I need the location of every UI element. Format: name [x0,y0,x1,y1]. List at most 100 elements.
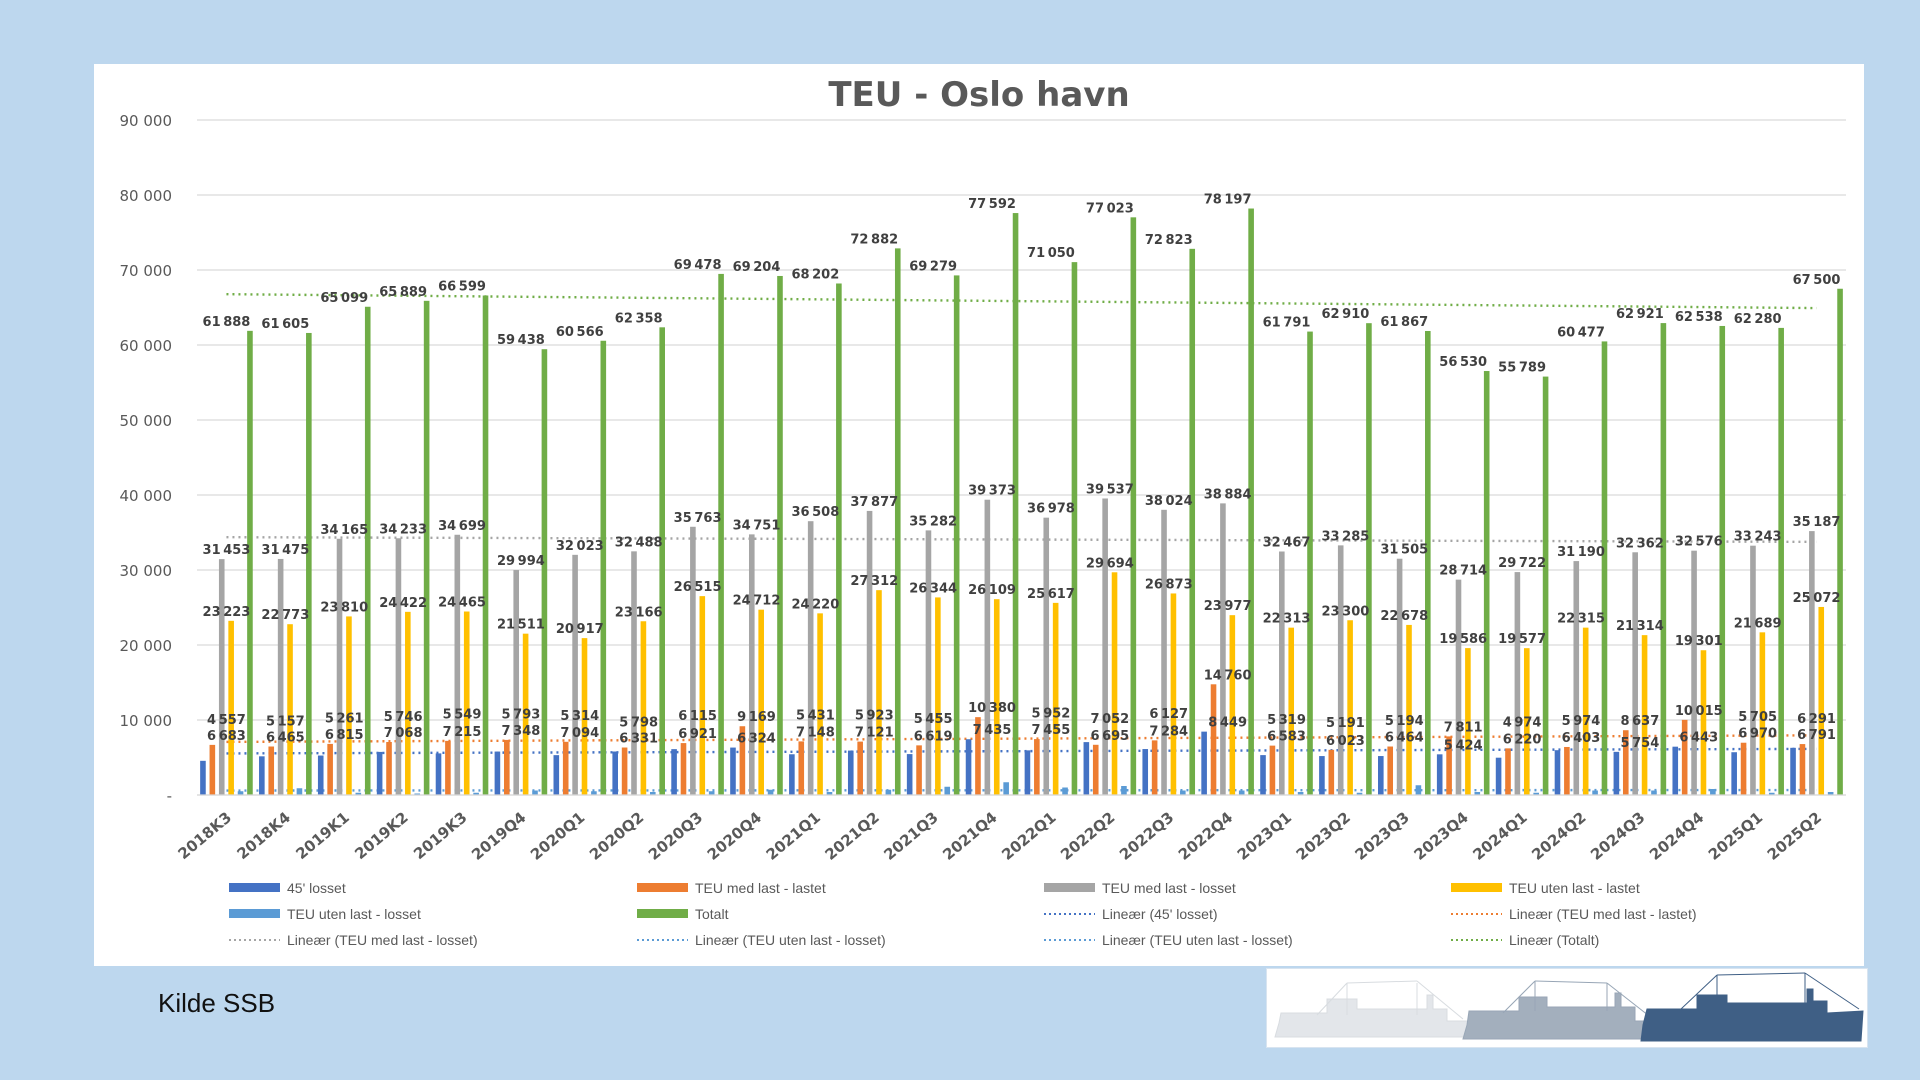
data-label: 9 169 [737,710,776,725]
data-label: 77 592 [968,197,1016,212]
data-label: 62 910 [1321,307,1369,322]
bar-teu-uten-last-losset [1827,792,1834,795]
data-label: 28 714 [1439,564,1487,579]
data-label: 35 763 [674,511,722,526]
bar-teu-med-last-losset [1043,517,1050,795]
data-label: 65 099 [320,291,368,306]
y-tick-label: 70 000 [120,262,173,280]
data-label: 7 094 [560,726,599,741]
data-label: 5 754 [1620,736,1659,751]
bar-45-losset [1790,747,1796,795]
legend-label: TEU med last - lastet [695,880,826,896]
x-tick-label: 2021Q1 [763,808,824,864]
legend-swatch [637,909,688,918]
data-label: 24 465 [438,596,486,611]
data-label: 5 793 [502,708,541,723]
data-label: 19 301 [1675,634,1723,649]
bar-totalt [423,300,430,795]
x-tick-label: 2018K3 [175,808,235,863]
legend-swatch [1044,883,1095,892]
bar-teu-uten-last-losset [708,791,715,795]
bar-45-losset [1083,742,1090,795]
bar-teu-med-last-losset [1396,558,1403,795]
bar-45-losset [1201,731,1207,795]
bar-totalt [1542,376,1549,795]
bar-45-losset [730,747,736,795]
bar-teu-med-last-losset [1691,550,1697,795]
bar-totalt [777,275,783,796]
bar-teu-med-last-losset [513,570,520,795]
x-tick-label: 2023Q3 [1352,808,1413,864]
x-tick-label: 2020Q2 [586,808,647,864]
y-tick-label: 90 000 [120,112,173,130]
data-label: 6 464 [1385,731,1424,746]
x-tick-label: 2023Q4 [1410,808,1471,864]
bar-teu-uten-last-lastet [1406,624,1412,795]
bar-teu-med-last-losset [748,534,755,795]
bar-teu-med-last-lastet [1799,744,1806,795]
bar-45-losset [847,750,854,795]
legend-swatch [637,883,688,892]
data-label: 59 438 [497,333,545,348]
data-label: 6 403 [1562,731,1601,746]
bar-teu-med-last-lastet [975,717,981,795]
data-label: 5 261 [325,712,364,727]
data-label: 24 422 [379,596,427,611]
x-tick-label: 2020Q3 [645,808,706,864]
data-label: 55 789 [1498,361,1546,376]
bar-teu-uten-last-losset [473,792,479,795]
bar-teu-uten-last-losset [1180,790,1186,795]
bar-teu-uten-last-lastet [640,621,647,795]
bar-teu-uten-last-lastet [758,609,764,795]
bar-teu-uten-last-lastet [1700,650,1707,795]
x-tick-label: 2025Q1 [1705,808,1766,864]
data-label: 34 699 [438,519,486,534]
chart-panel: TEU - Oslo havn - 10 000 20 000 30 000 40 00… [94,64,1864,966]
bar-totalt [1719,325,1726,795]
bar-totalt [1130,217,1137,795]
data-label: 6 291 [1797,712,1836,727]
bar-teu-uten-last-losset [1710,789,1716,795]
bar-45-losset [1260,755,1266,795]
data-label: 29 694 [1086,556,1134,571]
bar-teu-med-last-lastet [857,741,863,795]
bar-teu-uten-last-lastet [287,624,293,795]
data-label: 7 348 [502,724,541,739]
bar-teu-med-last-losset [690,526,696,795]
y-tick-label: 50 000 [120,412,173,430]
bar-teu-uten-last-losset [296,788,303,795]
bar-totalt [1189,248,1196,795]
source-note: Kilde SSB [158,988,276,1018]
bar-teu-med-last-lastet [1269,745,1276,795]
data-label: 23 166 [615,605,663,620]
legend-label: TEU uten last - losset [287,906,421,922]
x-tick-label: 2022Q2 [1057,808,1118,864]
bar-teu-med-last-losset [277,558,284,795]
bar-teu-med-last-lastet [1387,746,1394,795]
data-label: 22 773 [261,608,309,623]
bar-totalt [1778,327,1784,795]
data-label: 7 435 [973,723,1012,738]
data-label: 78 197 [1204,193,1252,208]
trendline [226,734,1817,744]
data-label: 72 823 [1145,233,1193,248]
data-label: 29 994 [497,554,545,569]
bar-teu-med-last-losset [1161,509,1167,795]
data-label: 34 165 [320,523,368,538]
data-label: 6 619 [914,729,953,744]
y-tick-label: 40 000 [120,487,173,505]
bar-45-losset [376,751,383,795]
legend-label: 45' losset [287,880,346,896]
data-label: 60 477 [1557,325,1605,340]
data-label: 26 873 [1145,577,1193,592]
data-label: 68 202 [791,267,839,282]
x-tick-label: 2024Q2 [1528,808,1589,864]
data-label: 36 978 [1027,502,1075,517]
bar-teu-uten-last-lastet [228,620,234,795]
data-label: 5 952 [1032,706,1071,721]
bar-45-losset [789,754,795,795]
data-label: 62 921 [1616,307,1664,322]
data-label: 5 923 [855,709,894,724]
bar-teu-uten-last-losset [767,789,774,795]
data-label: 22 315 [1557,612,1605,627]
